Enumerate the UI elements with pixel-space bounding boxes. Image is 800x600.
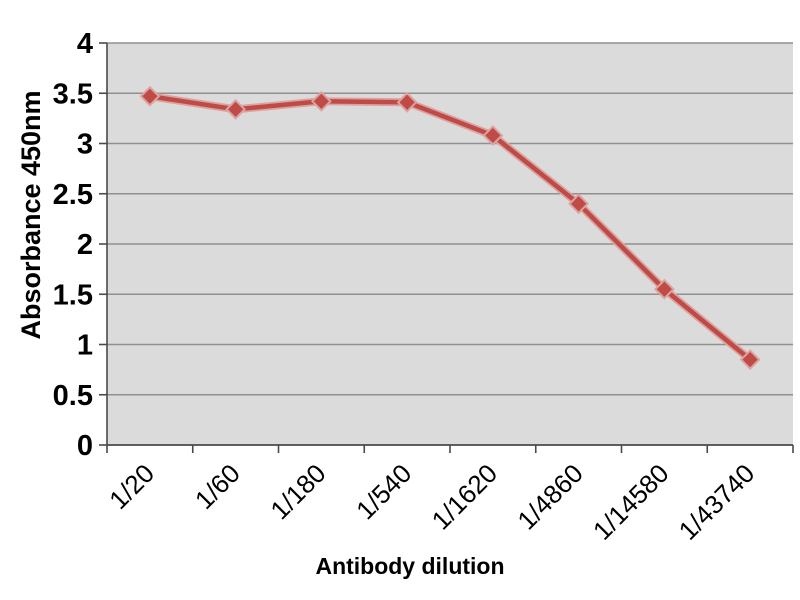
axes (99, 42, 794, 453)
series-line (147, 94, 753, 362)
y-tick-label: 4 (77, 28, 93, 60)
data-point-marker (310, 90, 332, 112)
y-tick-label: 2 (77, 229, 93, 261)
data-point-marker (653, 278, 675, 300)
x-tick-label: 1/60 (189, 458, 246, 515)
x-tick-label: 1/4860 (511, 458, 588, 535)
y-axis-title: Absorbance 450nm (16, 90, 46, 339)
x-tick-label: 1/180 (264, 458, 331, 525)
y-tick-label: 1.5 (53, 279, 93, 311)
x-tick-label: 1/20 (103, 458, 160, 515)
data-point-marker (396, 91, 418, 113)
data-point-marker (568, 193, 590, 215)
x-tick-label: 1/1620 (426, 458, 503, 535)
series-group (139, 85, 761, 370)
y-tick-label: 3.5 (53, 78, 93, 110)
y-tick-label: 2.5 (53, 179, 93, 211)
y-tick-label: 1 (77, 330, 93, 362)
data-point-marker (739, 349, 761, 370)
x-tick-label: 1/43740 (673, 458, 761, 546)
data-point-marker (139, 85, 161, 107)
y-tick-label: 3 (77, 129, 93, 161)
x-axis-title: Antibody dilution (315, 553, 504, 579)
data-point-marker (482, 125, 504, 146)
y-tick-label: 0 (77, 430, 93, 462)
x-tick-label: 1/14580 (587, 458, 675, 546)
x-tick-label: 1/540 (350, 458, 417, 525)
y-tick-label: 0.5 (53, 380, 93, 412)
data-point-marker (225, 98, 247, 120)
gridlines (107, 42, 793, 396)
